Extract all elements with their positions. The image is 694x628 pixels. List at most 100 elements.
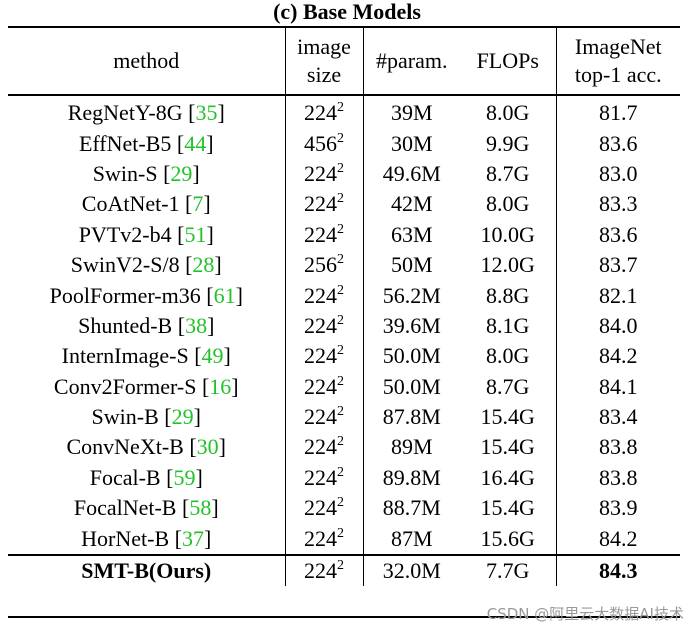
watermark: CSDN @阿里云大数据AI技术 — [486, 605, 684, 623]
table-row: HorNet-B [37] 2242 87M 15.6G 84.2 — [8, 523, 680, 555]
image-size-value: 224 — [304, 434, 337, 460]
image-size-value: 224 — [304, 343, 337, 369]
accuracy-cell: 83.7 — [599, 252, 638, 278]
params-cell: 50.0M — [382, 343, 441, 369]
method-name: PoolFormer-m36 — [49, 282, 201, 308]
image-size-exponent: 2 — [337, 191, 344, 207]
method-name: EffNet-B5 — [78, 130, 172, 156]
citation-ref: 28 — [192, 252, 215, 278]
table-row: Shunted-B [38] 2242 39.6M 8.1G 84.0 — [8, 310, 680, 342]
citation-ref: 49 — [201, 343, 224, 369]
params-cell: 50.0M — [382, 373, 441, 399]
params-cell: 39M — [390, 100, 433, 126]
params-cell: 63M — [390, 221, 433, 247]
params-cell: 87.8M — [382, 404, 441, 430]
flops-cell: 15.6G — [460, 523, 557, 555]
image-size-exponent: 2 — [337, 252, 344, 268]
image-size-exponent: 2 — [337, 221, 344, 237]
flops-cell: 8.0G — [460, 95, 557, 129]
flops-cell: 8.0G — [460, 189, 557, 220]
image-size-value: 224 — [304, 525, 337, 551]
ours-params-cell: 32.0M — [363, 553, 460, 587]
header-flops: FLOPs — [460, 26, 557, 96]
accuracy-cell: 84.2 — [599, 525, 638, 551]
params-cell: 39.6M — [382, 312, 441, 338]
method-cell: Swin-S [29] — [8, 158, 286, 190]
method-name: Conv2Former-S — [53, 373, 197, 399]
table-row: ConvNeXt-B [30] 2242 89M 15.4G 83.8 — [8, 432, 680, 463]
image-size-cell: 2242 — [285, 523, 364, 555]
accuracy-cell: 83.3 — [599, 191, 638, 217]
citation-ref: 7 — [192, 191, 204, 217]
flops-cell: 15.4G — [460, 401, 557, 433]
image-size-cell: 2242 — [285, 280, 364, 311]
image-size-exponent: 2 — [337, 130, 344, 146]
table-row: SwinV2-S/8 [28] 2562 50M 12.0G 83.7 — [8, 249, 680, 281]
accuracy-cell: 84.0 — [599, 312, 638, 338]
flops-cell: 8.7G — [460, 158, 557, 190]
image-size-exponent: 2 — [337, 525, 344, 541]
image-size-value: 224 — [304, 373, 337, 399]
accuracy-cell: 83.8 — [599, 434, 638, 460]
image-size-exponent: 2 — [337, 100, 344, 116]
ours-method-cell: SMT-B(Ours) — [8, 553, 286, 587]
header-accuracy-line1: ImageNet — [574, 34, 662, 59]
image-size-exponent: 2 — [337, 404, 344, 420]
method-name: InternImage-S — [61, 343, 189, 369]
ours-image-size-cell: 2242 — [285, 553, 364, 587]
method-name: PVTv2-b4 — [78, 221, 172, 247]
table-row: CoAtNet-1 [7] 2242 42M 8.0G 83.3 — [8, 189, 680, 220]
method-cell: Shunted-B [38] — [8, 310, 286, 342]
table-row: EffNet-B5 [44] 4562 30M 9.9G 83.6 — [8, 128, 680, 159]
header-image-size-line1: image — [297, 34, 351, 59]
method-cell: PVTv2-b4 [51] — [8, 219, 286, 250]
method-cell: Focal-B [59] — [8, 462, 286, 494]
accuracy-cell: 83.4 — [599, 404, 638, 430]
image-size-value: 224 — [304, 404, 337, 430]
accuracy-cell: 83.6 — [599, 130, 638, 156]
image-size-cell: 2242 — [285, 189, 364, 220]
image-size-value: 224 — [304, 100, 337, 126]
accuracy-cell: 82.1 — [599, 282, 638, 308]
citation-ref: 61 — [213, 282, 236, 308]
image-size-cell: 2242 — [285, 310, 364, 342]
accuracy-cell: 83.0 — [599, 160, 638, 186]
header-method: method — [8, 26, 286, 96]
params-cell: 42M — [390, 191, 433, 217]
image-size-value: 224 — [304, 160, 337, 186]
image-size-cell: 2242 — [285, 432, 364, 463]
method-cell: ConvNeXt-B [30] — [8, 432, 286, 463]
image-size-cell: 2242 — [285, 158, 364, 190]
header-image-size-line2: size — [306, 62, 342, 87]
image-size-exponent: 2 — [337, 343, 344, 359]
method-cell: SwinV2-S/8 [28] — [8, 249, 286, 281]
flops-cell: 16.4G — [460, 462, 557, 494]
table-row: FocalNet-B [58] 2242 88.7M 15.4G 83.9 — [8, 493, 680, 524]
image-size-exponent: 2 — [337, 495, 344, 511]
table-caption: (c) Base Models — [273, 0, 421, 24]
method-name: CoAtNet-1 — [81, 191, 180, 217]
method-name: HorNet-B — [81, 525, 170, 551]
accuracy-cell: 83.8 — [599, 464, 638, 490]
image-size-value: 224 — [304, 312, 337, 338]
citation-ref: 35 — [195, 100, 218, 126]
flops-cell: 15.4G — [460, 432, 557, 463]
image-size-exponent: 2 — [337, 434, 344, 450]
params-cell: 49.6M — [382, 160, 441, 186]
method-cell: PoolFormer-m36 [61] — [8, 280, 286, 311]
header-params: #param. — [363, 26, 460, 96]
table-row: InternImage-S [49] 2242 50.0M 8.0G 84.2 — [8, 341, 680, 372]
params-cell: 88.7M — [382, 495, 441, 521]
method-name: FocalNet-B — [73, 495, 177, 521]
image-size-value: 256 — [304, 252, 337, 278]
flops-cell: 12.0G — [460, 249, 557, 281]
table-row: Conv2Former-S [16] 2242 50.0M 8.7G 84.1 — [8, 371, 680, 402]
params-cell: 89.8M — [382, 464, 441, 490]
citation-ref: 58 — [189, 495, 212, 521]
citation-ref: 38 — [185, 312, 208, 338]
params-cell: 87M — [390, 525, 433, 551]
image-size-exponent: 2 — [337, 312, 344, 328]
ours-accuracy-cell: 84.3 — [556, 553, 680, 587]
accuracy-cell: 83.9 — [599, 495, 638, 521]
citation-ref: 29 — [170, 160, 193, 186]
